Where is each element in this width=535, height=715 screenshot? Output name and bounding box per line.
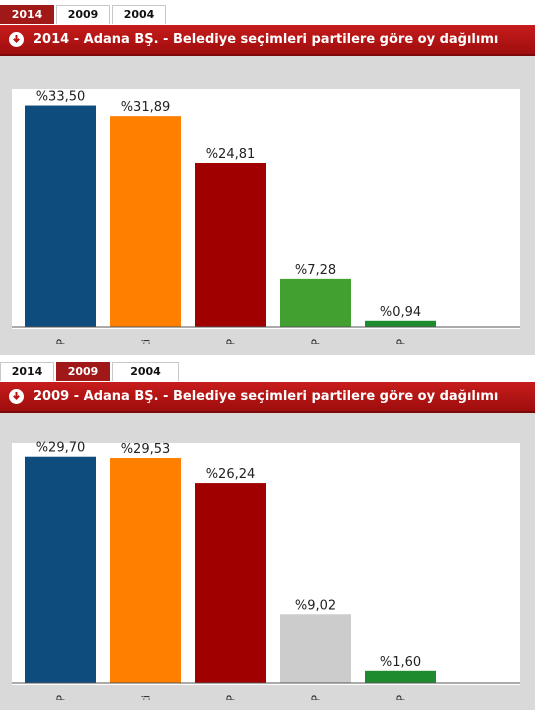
chart-area: %33,50 MHP %31,89 AK Parti %24,81 CHP %7,28 HDP…: [0, 56, 535, 355]
chart-title: 2014 - Adana BŞ. - Belediye seçimleri pa…: [33, 32, 499, 47]
data-label: %9,02: [295, 598, 336, 613]
category-label: SP: [395, 339, 408, 344]
bar-sp[interactable]: [365, 670, 436, 683]
data-label: %7,28: [295, 263, 336, 278]
year-tabs: 2014 2009 2004: [0, 5, 168, 25]
category-label: HDP: [310, 339, 323, 344]
bar-dtp[interactable]: [280, 614, 351, 683]
election-panel-2009: 2014 2009 2004 2009 - Adana BŞ. - Beledi…: [0, 362, 535, 710]
data-label: %29,53: [121, 442, 171, 457]
chart-title: 2009 - Adana BŞ. - Belediye seçimleri pa…: [33, 389, 499, 404]
panel-header: 2009 - Adana BŞ. - Belediye seçimleri pa…: [0, 382, 535, 413]
election-panel-2014: 2014 2009 2004 2014 - Adana BŞ. - Beledi…: [0, 5, 535, 355]
tab-2004[interactable]: 2004: [112, 5, 166, 24]
category-label: CHP: [225, 339, 238, 344]
tab-2009[interactable]: 2009: [56, 5, 110, 24]
bar-chp[interactable]: [195, 162, 266, 327]
tab-2014[interactable]: 2014: [0, 362, 54, 381]
data-label: %1,60: [380, 655, 421, 670]
data-label: %33,50: [36, 90, 86, 105]
data-label: %29,70: [36, 441, 86, 456]
bar-ak-parti[interactable]: [110, 116, 181, 327]
download-icon[interactable]: [9, 389, 24, 404]
data-label: %31,89: [121, 100, 171, 115]
year-tabs: 2014 2009 2004: [0, 362, 181, 382]
data-label: %0,94: [380, 305, 421, 320]
bar-mhp[interactable]: [25, 105, 96, 328]
tab-2014[interactable]: 2014: [0, 5, 54, 24]
category-label: MHP: [55, 339, 68, 344]
tab-2009[interactable]: 2009: [56, 362, 110, 381]
category-label: MHP: [55, 695, 68, 700]
bar-chart: %29,70 MHP %29,53 AK Parti %26,24 CHP %9,02 DTP…: [12, 441, 520, 700]
data-label: %26,24: [206, 467, 256, 482]
data-label: %24,81: [206, 147, 256, 162]
bar-sp[interactable]: [365, 320, 436, 327]
chart-area: %29,70 MHP %29,53 AK Parti %26,24 CHP %9,02 DTP…: [0, 413, 535, 710]
category-label: AK Parti: [140, 339, 153, 344]
category-label: CHP: [225, 695, 238, 700]
bar-ak-parti[interactable]: [110, 458, 181, 683]
category-label: DTP: [310, 695, 323, 700]
bar-hdp[interactable]: [280, 278, 351, 327]
bar-chart: %33,50 MHP %31,89 AK Parti %24,81 CHP %7,28 HDP…: [12, 89, 520, 344]
tab-2004[interactable]: 2004: [112, 362, 179, 381]
category-label: AK Parti: [140, 695, 153, 700]
bar-mhp[interactable]: [25, 456, 96, 683]
category-label: SP: [395, 695, 408, 700]
bar-chp[interactable]: [195, 483, 266, 683]
download-icon[interactable]: [9, 32, 24, 47]
panel-header: 2014 - Adana BŞ. - Belediye seçimleri pa…: [0, 25, 535, 56]
